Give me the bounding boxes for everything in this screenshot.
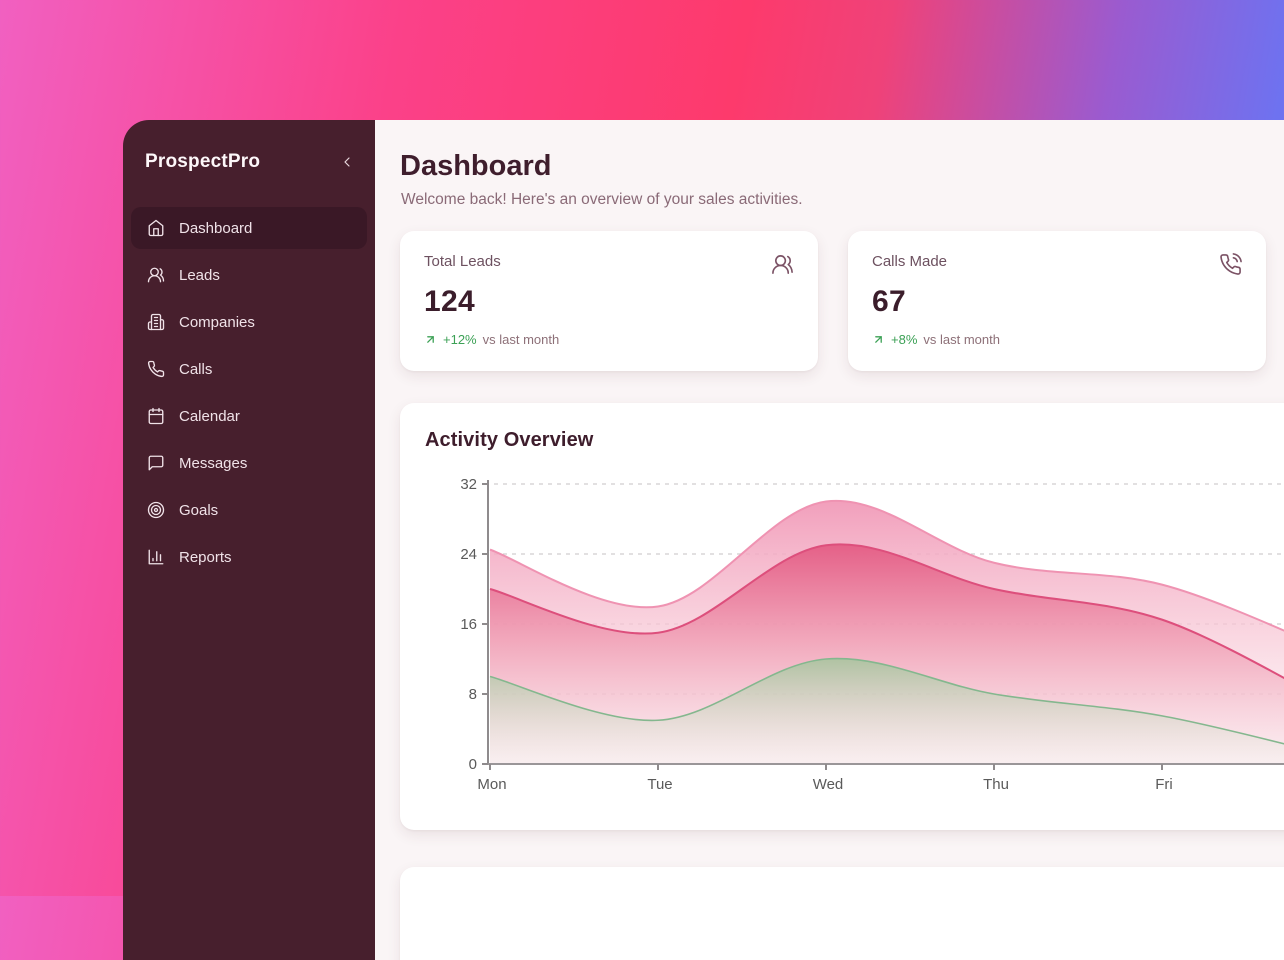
message-icon	[147, 454, 165, 472]
trend-up-icon	[424, 333, 437, 346]
sidebar-item-goals[interactable]: Goals	[131, 489, 367, 531]
phone-icon	[147, 360, 165, 378]
stat-value: 67	[872, 285, 906, 319]
chart-area-bottom-green	[490, 658, 1284, 765]
y-axis-tick-label: 8	[469, 686, 477, 703]
chart-line-bottom-green	[489, 658, 1284, 745]
sidebar-header: ProspectPro	[123, 142, 375, 174]
sidebar-item-label: Dashboard	[179, 219, 253, 237]
sidebar-item-dashboard[interactable]: Dashboard	[131, 207, 367, 249]
sidebar-item-label: Leads	[179, 266, 220, 284]
page-subtitle: Welcome back! Here's an overview of your…	[401, 191, 803, 209]
target-icon	[147, 501, 165, 519]
stat-trend-percent: +8%	[891, 332, 918, 348]
x-axis-tick-label: Mon	[477, 776, 506, 793]
sidebar-item-label: Calls	[179, 360, 213, 378]
stat-trend-suffix: vs last month	[482, 332, 560, 348]
trend-up-icon	[872, 333, 885, 346]
x-axis-tick-label: Tue	[647, 776, 672, 793]
partial-bottom-card	[400, 867, 1284, 960]
x-axis-tick-label: Wed	[813, 776, 844, 793]
sidebar-item-label: Reports	[179, 548, 232, 566]
x-axis-tick-label: Thu	[983, 776, 1009, 793]
activity-overview-card: Activity Overview 0 8 16 24 32 Mon Tue Wed Thu Fr…	[400, 403, 1284, 831]
sidebar-item-label: Calendar	[179, 407, 240, 425]
activity-chart: 0 8 16 24 32 Mon Tue Wed Thu Fri	[460, 476, 1284, 793]
chart-line-outer-light-pink	[489, 500, 1284, 632]
stat-value: 124	[424, 285, 475, 319]
sidebar-item-label: Goals	[179, 501, 219, 519]
stat-card-total-leads: Total Leads 124 +12% vs last month	[400, 231, 818, 372]
y-axis-tick-label: 16	[460, 616, 477, 633]
stat-card-calls-made: Calls Made 67 +8% vs last month	[848, 231, 1266, 372]
chart-line-middle-rose	[489, 543, 1284, 680]
sidebar-item-calls[interactable]: Calls	[131, 348, 367, 390]
sidebar: ProspectPro Dashboard Leads	[123, 120, 375, 960]
home-icon	[147, 219, 165, 237]
sidebar-item-reports[interactable]: Reports	[131, 536, 367, 578]
sidebar-nav: Dashboard Leads Companies Calls	[123, 207, 375, 578]
sidebar-item-calendar[interactable]: Calendar	[131, 395, 367, 437]
stat-label: Total Leads	[424, 253, 501, 271]
page-title: Dashboard	[400, 150, 552, 182]
users-icon	[147, 266, 165, 284]
chart-title: Activity Overview	[425, 429, 594, 452]
sidebar-item-messages[interactable]: Messages	[131, 442, 367, 484]
chevron-left-icon	[339, 154, 355, 170]
stat-trend-percent: +12%	[443, 332, 477, 348]
sidebar-item-label: Messages	[179, 454, 248, 472]
sidebar-item-companies[interactable]: Companies	[131, 301, 367, 343]
users-icon	[771, 253, 794, 276]
calendar-icon	[147, 407, 165, 425]
stat-label: Calls Made	[872, 253, 948, 271]
y-axis-tick-label: 0	[469, 756, 477, 773]
y-axis-tick-label: 32	[460, 476, 477, 493]
stats-grid: Total Leads 124 +12% vs last month Calls	[400, 231, 1284, 372]
sidebar-collapse-button[interactable]	[335, 150, 359, 174]
app-logo-text: ProspectPro	[145, 151, 261, 172]
y-axis-tick-label: 24	[460, 546, 477, 563]
bar-chart-icon	[147, 548, 165, 566]
phone-call-icon	[1219, 253, 1242, 276]
main-content: Dashboard Welcome back! Here's an overvi…	[375, 120, 1284, 960]
x-axis-tick-label: Fri	[1155, 776, 1173, 793]
chart-axes: 0 8 16 24 32 Mon Tue Wed Thu Fri	[460, 476, 1284, 793]
stat-trend-suffix: vs last month	[923, 332, 1000, 348]
building-icon	[147, 313, 165, 331]
app-window: ProspectPro Dashboard Leads	[123, 120, 1284, 960]
sidebar-item-leads[interactable]: Leads	[131, 254, 367, 296]
sidebar-item-label: Companies	[179, 313, 255, 331]
